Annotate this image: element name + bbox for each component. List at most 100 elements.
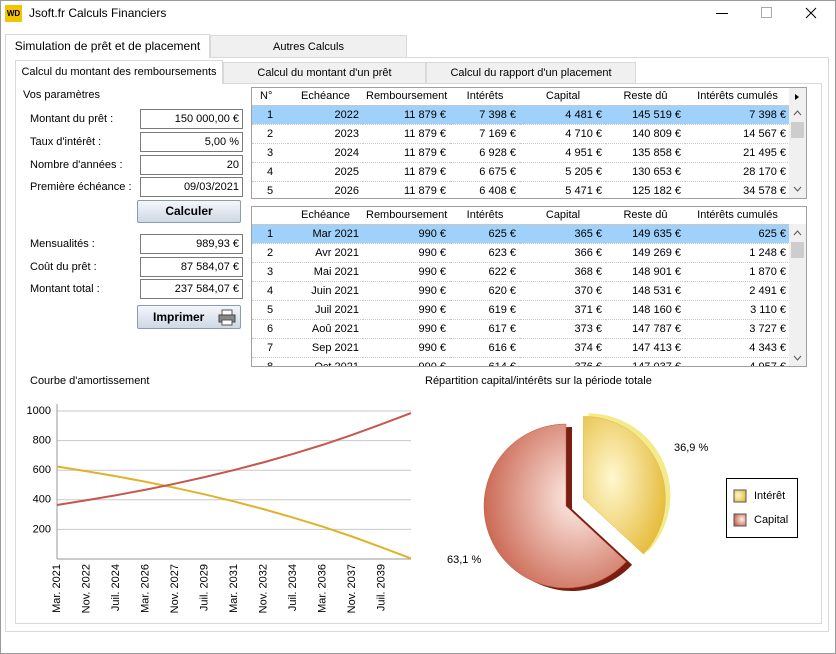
table-row[interactable]: 3 Mai 2021 990 €622 €368 €148 901 €1 870 € (252, 262, 790, 282)
header-cell[interactable]: Remboursement (363, 88, 450, 106)
table-cell: 6 928 € (450, 143, 520, 163)
input-field[interactable]: 5,00 % (140, 132, 243, 152)
x-tick-label: Juil. 2039 (375, 564, 387, 611)
header-cell[interactable]: Reste dû (606, 207, 685, 225)
table-cell: 2025 (288, 162, 363, 182)
table-row[interactable]: 5 Juil 2021 990 €619 €371 €148 160 €3 110 … (252, 300, 790, 320)
table-cell: 7 398 € (450, 105, 520, 125)
header-cell[interactable]: Capital (520, 207, 606, 225)
input-field[interactable]: 20 (140, 155, 243, 175)
table-cell: 7 (252, 338, 288, 358)
table-row[interactable]: 2 2023 11 879 €7 169 €4 710 €140 809 €14 5… (252, 124, 790, 144)
pie-slice (483, 423, 627, 589)
input-field[interactable]: 150 000,00 € (140, 109, 243, 129)
close-button[interactable] (805, 7, 817, 19)
sub-tab[interactable]: Calcul du montant des remboursements (15, 60, 223, 84)
table-row[interactable]: 4 Juin 2021 990 €620 €370 €148 531 €2 491 … (252, 281, 790, 301)
legend-label: Intérêt (754, 490, 785, 502)
table-cell: 3 (252, 262, 288, 282)
table-row[interactable]: 1 2022 11 879 €7 398 €4 481 €145 519 €7 39… (252, 105, 790, 125)
table-cell: 2023 (288, 124, 363, 144)
table-cell: 368 € (520, 262, 606, 282)
main-tab[interactable]: Autres Calculs (210, 35, 407, 57)
table-row[interactable]: 2 Avr 2021 990 €623 €366 €149 269 €1 248 € (252, 243, 790, 263)
legend-label: Capital (754, 514, 788, 526)
yearly-table: N° Echéance Remboursement Intérêts Capital Re… (251, 87, 807, 199)
header-cell[interactable]: Intérêts cumulés (685, 207, 790, 225)
scrollbar[interactable] (789, 88, 806, 198)
table-cell: 374 € (520, 338, 606, 358)
table-cell: Juil 2021 (288, 300, 363, 320)
table-cell: 11 879 € (363, 181, 450, 198)
table-cell: 990 € (363, 243, 450, 263)
table-row[interactable]: 4 2025 11 879 €6 675 €5 205 €130 653 €28 1… (252, 162, 790, 182)
scrollbar[interactable] (789, 224, 806, 366)
table-cell: 616 € (450, 338, 520, 358)
table-row[interactable]: 5 2026 11 879 €6 408 €5 471 €125 182 €34 5… (252, 181, 790, 198)
header-cell[interactable]: Echéance (288, 88, 363, 106)
table-cell: 3 (252, 143, 288, 163)
table-row[interactable]: 3 2024 11 879 €6 928 €4 951 €135 858 €21 4… (252, 143, 790, 163)
table-row[interactable]: 7 Sep 2021 990 €616 €374 €147 413 €4 343 € (252, 338, 790, 358)
table-cell: 4 481 € (520, 105, 606, 125)
table-cell: 1 (252, 105, 288, 125)
table-cell: 376 € (520, 357, 606, 366)
field-label: Nombre d'années : (30, 159, 123, 171)
header-cell[interactable]: N° (252, 88, 288, 106)
header-cell[interactable]: Intérêts (450, 88, 520, 106)
table-cell: 1 248 € (685, 243, 790, 263)
table-cell: 6 (252, 319, 288, 339)
table-cell: 148 160 € (606, 300, 685, 320)
table-cell: 148 531 € (606, 281, 685, 301)
table-cell: 21 495 € (685, 143, 790, 163)
table-cell: 4 (252, 281, 288, 301)
header-cell[interactable]: Capital (520, 88, 606, 106)
table-cell: 149 635 € (606, 224, 685, 244)
header-cell[interactable]: Intérêts cumulés (685, 88, 790, 106)
table-cell: 140 809 € (606, 124, 685, 144)
x-tick-label: Mar. 2026 (139, 564, 151, 613)
x-tick-label: Mar. 2021 (51, 564, 63, 613)
x-tick-label: Mar. 2031 (228, 564, 240, 613)
table-cell: Sep 2021 (288, 338, 363, 358)
header-cell[interactable]: Remboursement (363, 207, 450, 225)
table-cell: 4 951 € (520, 143, 606, 163)
table-row[interactable]: 8 Oct 2021 990 €614 €376 €147 037 €4 957 € (252, 357, 790, 366)
table-cell: Avr 2021 (288, 243, 363, 263)
table-cell: 2 491 € (685, 281, 790, 301)
table-cell: 4 710 € (520, 124, 606, 144)
table-cell: 147 787 € (606, 319, 685, 339)
table-cell: 625 € (685, 224, 790, 244)
table-cell: 147 413 € (606, 338, 685, 358)
section-heading: Vos paramètres (23, 89, 101, 101)
table-cell: 373 € (520, 319, 606, 339)
maximize-button[interactable] (761, 7, 772, 18)
field-label: Montant du prêt : (30, 113, 114, 125)
table-row[interactable]: 6 Aoû 2021 990 €617 €373 €147 787 €3 727 € (252, 319, 790, 339)
result-label: Coût du prêt : (30, 261, 97, 273)
table-cell: 11 879 € (363, 143, 450, 163)
y-tick-label: 400 (33, 494, 51, 506)
x-tick-label: Juil. 2034 (287, 564, 299, 611)
x-tick-label: Juil. 2024 (110, 564, 122, 611)
table-cell: 623 € (450, 243, 520, 263)
table-cell: 6 675 € (450, 162, 520, 182)
main-tab[interactable]: Simulation de prêt et de placement (5, 34, 210, 58)
table-cell: 130 653 € (606, 162, 685, 182)
table-cell: 11 879 € (363, 105, 450, 125)
table-cell: 990 € (363, 319, 450, 339)
table-cell: Aoû 2021 (288, 319, 363, 339)
header-cell[interactable]: Reste dû (606, 88, 685, 106)
sub-tab[interactable]: Calcul du rapport d'un placement (426, 62, 636, 83)
x-tick-label: Nov. 2032 (257, 564, 269, 613)
table-cell: 2 (252, 243, 288, 263)
header-cell[interactable]: Echéance (288, 207, 363, 225)
table-cell: 614 € (450, 357, 520, 366)
calculate-button[interactable]: Calculer (137, 200, 241, 223)
sub-tab[interactable]: Calcul du montant d'un prêt (223, 62, 426, 83)
table-row[interactable]: 1 Mar 2021 990 €625 €365 €149 635 €625 € (252, 224, 790, 244)
table-cell: 365 € (520, 224, 606, 244)
header-cell[interactable]: Intérêts (450, 207, 520, 225)
print-button[interactable]: Imprimer (137, 305, 241, 329)
input-field[interactable]: 09/03/2021 (140, 177, 243, 197)
